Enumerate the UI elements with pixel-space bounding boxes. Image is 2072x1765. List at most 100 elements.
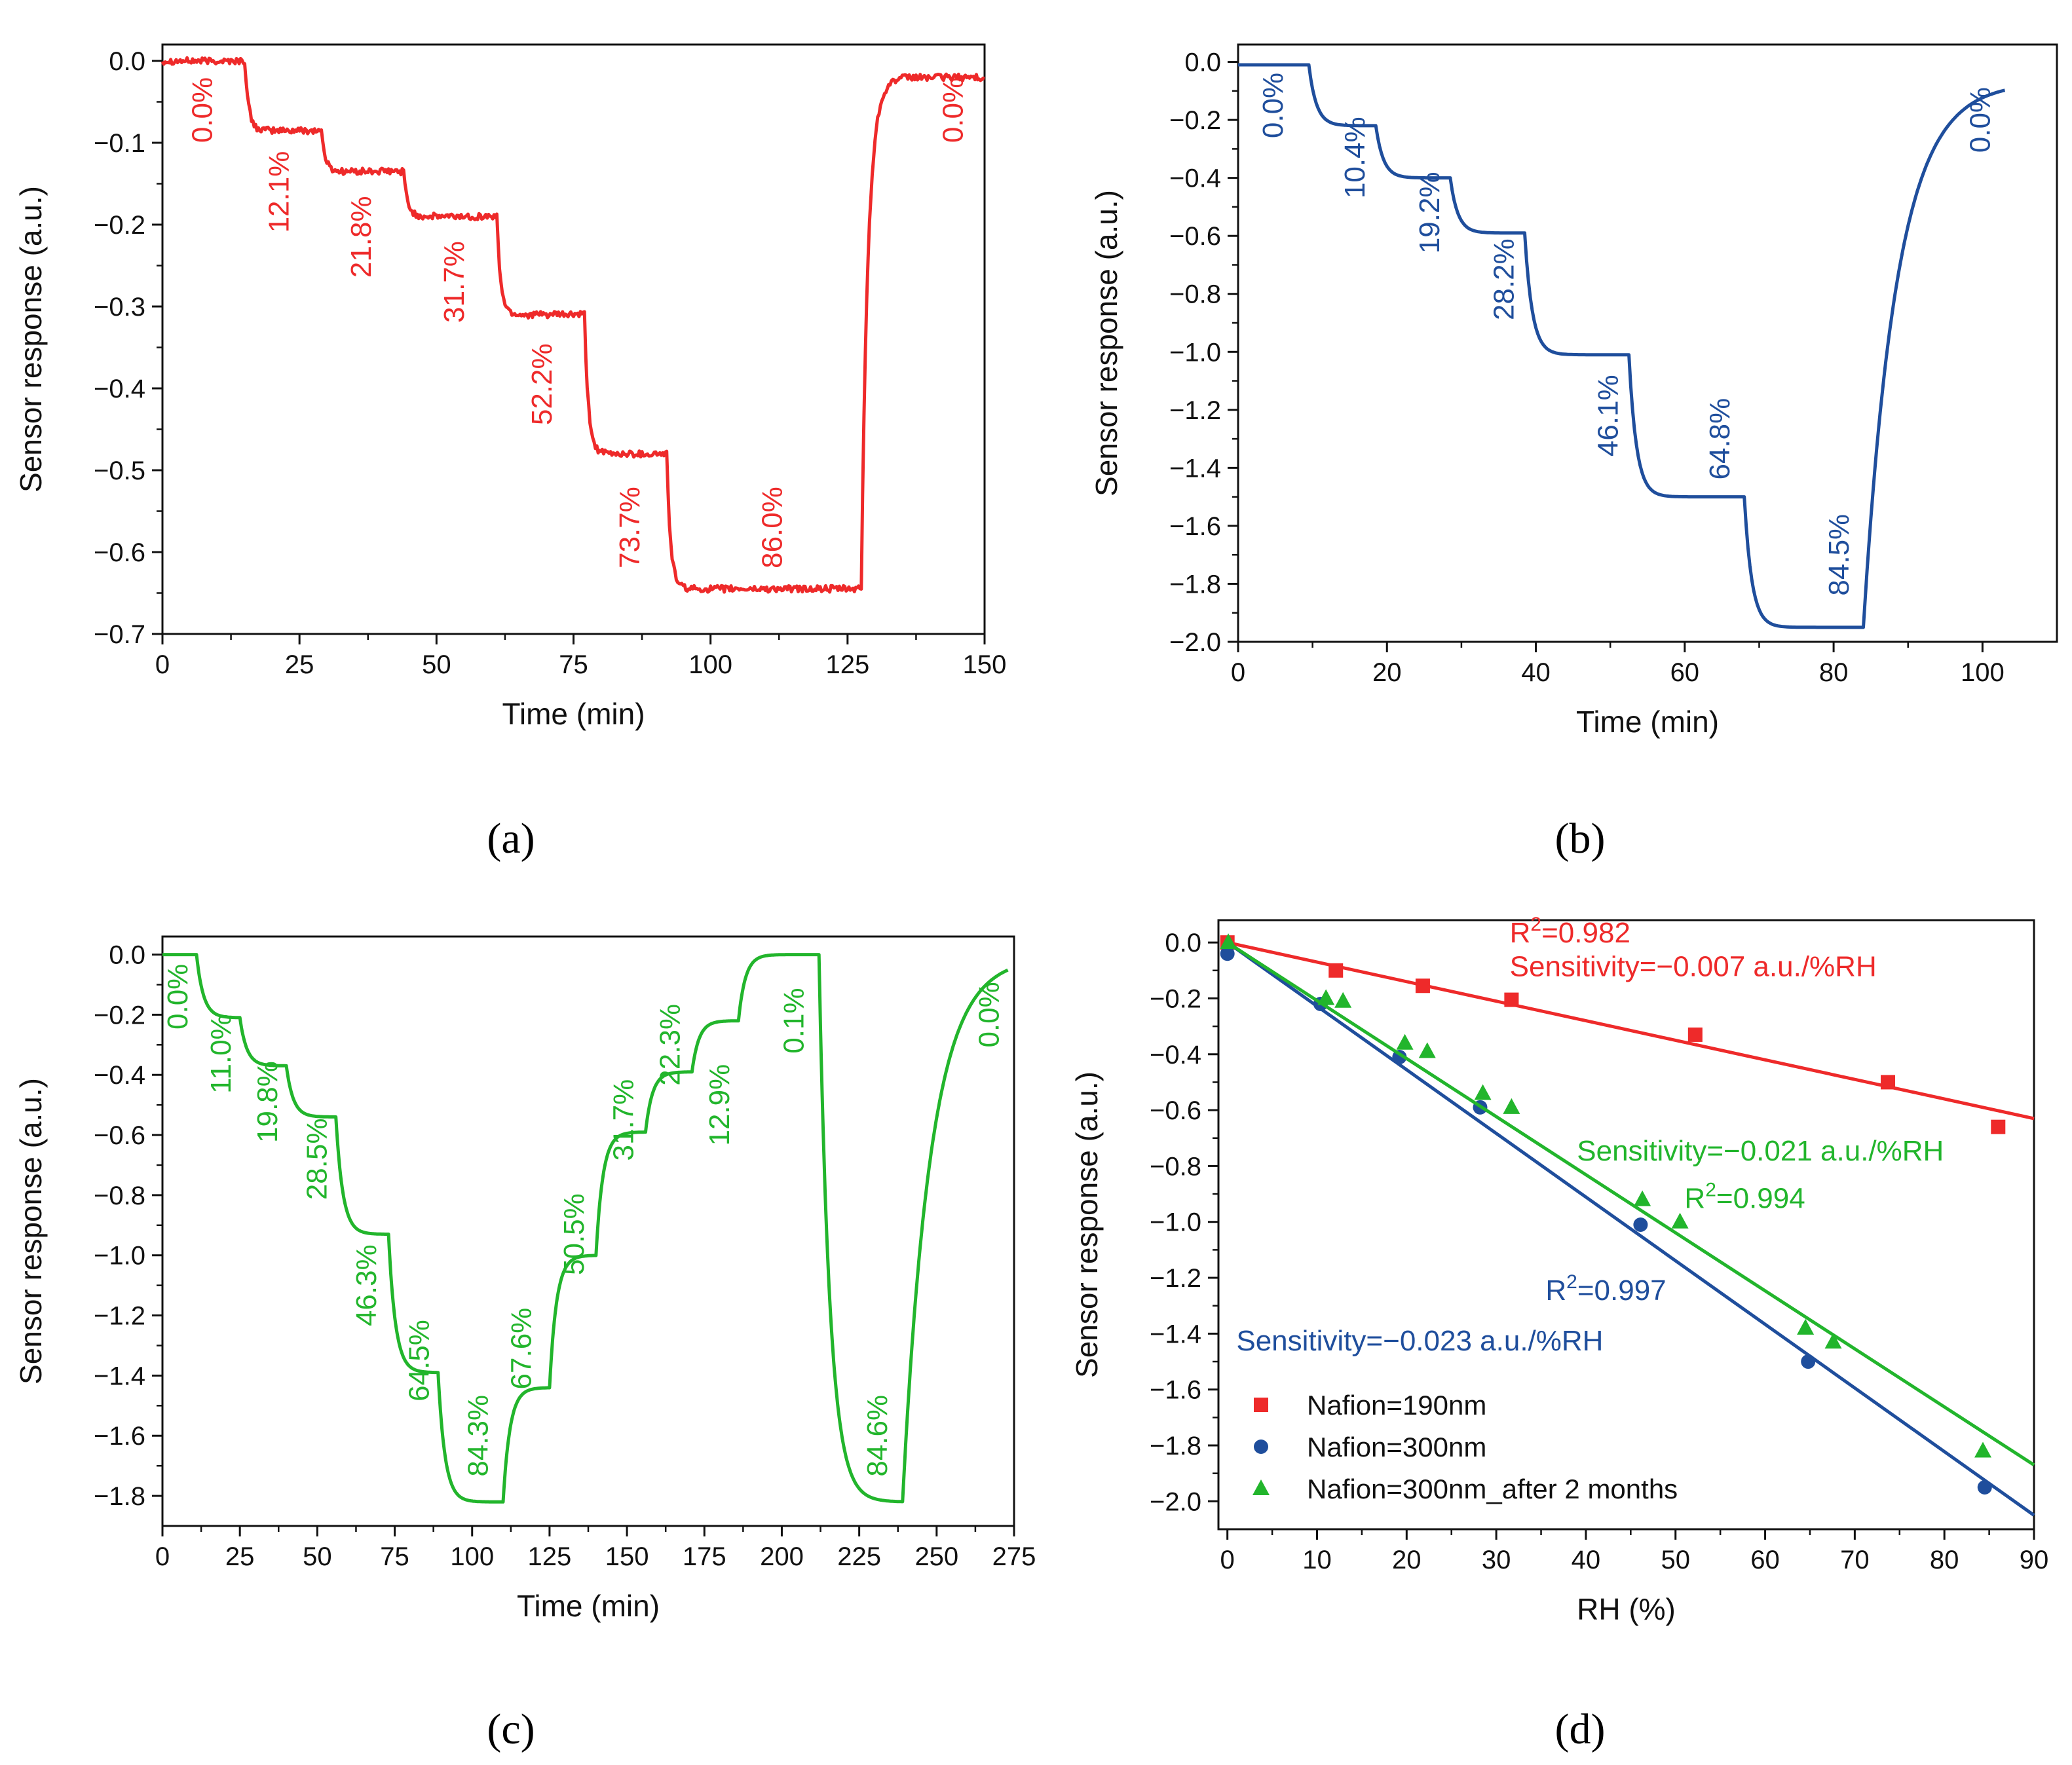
y-tick-label: −2.0 [1150, 1487, 1201, 1516]
y-tick-label: −0.1 [94, 129, 145, 158]
chart-panel-c: 0 25 50 75 100 125 150 175 200 225 250 275 0.0 −0.2 −0… [14, 935, 1036, 1753]
x-tick-label: 100 [1961, 658, 2005, 687]
x-tick-label: 0 [1220, 1546, 1235, 1574]
sensitivity-label: Sensitivity=−0.021 a.u./%RH [1577, 1135, 1944, 1167]
x-axis-title: Time (min) [502, 697, 645, 731]
data-point [1504, 992, 1519, 1007]
y-tick-label: −0.8 [1169, 280, 1221, 309]
legend-entry: Nafion=190nm [1254, 1390, 1486, 1421]
legend-marker [1254, 1440, 1268, 1454]
r-squared-symbol: R [1545, 1274, 1566, 1307]
rh-data-label: 28.5% [301, 1118, 333, 1200]
rh-data-label: 28.2% [1488, 238, 1520, 320]
data-point [1824, 1333, 1842, 1349]
x-tick-label: 40 [1572, 1546, 1601, 1574]
panel-label: (c) [487, 1705, 535, 1753]
data-point [1801, 1354, 1816, 1369]
rh-data-label: 84.6% [861, 1395, 894, 1477]
r-squared-symbol: R [1510, 917, 1531, 949]
sensitivity-label: Sensitivity=−0.023 a.u./%RH [1236, 1325, 1603, 1357]
x-tick-label: 150 [963, 650, 1007, 679]
chart-panel-b: 0 20 40 60 80 100 0.0 −0.2 −0.4 −0.6 −0.8 −1.0 −1.2 −… [1089, 43, 2058, 863]
y-tick-label: 0.0 [1184, 48, 1221, 77]
fit-line [1227, 940, 2035, 1121]
data-point [1317, 989, 1335, 1005]
data-point [1687, 1027, 1703, 1042]
rh-data-label: 19.2% [1414, 172, 1446, 253]
legend-label: Nafion=300nm [1307, 1432, 1486, 1462]
x-tick-label: 90 [2020, 1546, 2049, 1574]
r-squared-exponent: 2 [1705, 1179, 1716, 1200]
y-tick-label: −2.0 [1169, 628, 1221, 657]
data-point [1634, 1190, 1651, 1206]
x-tick-label: 225 [837, 1542, 881, 1571]
x-tick-label: 25 [225, 1542, 255, 1571]
y-tick-label: −1.8 [1150, 1432, 1201, 1460]
x-tick-label: 50 [422, 650, 451, 679]
series-line [160, 56, 985, 594]
rh-data-label: 0.1% [778, 988, 810, 1053]
x-tick-label: 70 [1840, 1546, 1870, 1574]
x-tick-label: 0 [155, 1542, 170, 1571]
plot-frame [1237, 43, 2058, 643]
y-tick-label: −0.6 [1169, 222, 1221, 251]
legend-entry: Nafion=300nm_after 2 months [1253, 1474, 1678, 1504]
rh-data-label: 0.0% [1965, 87, 1997, 153]
panel-label: (d) [1555, 1705, 1606, 1753]
rh-data-label: 84.3% [462, 1395, 494, 1477]
legend-label: Nafion=190nm [1307, 1390, 1486, 1421]
y-tick-label: −1.2 [1169, 396, 1221, 425]
legend-label: Nafion=300nm_after 2 months [1307, 1474, 1678, 1504]
data-point [1328, 963, 1344, 978]
series-line [161, 953, 1009, 1504]
y-tick-label: −1.4 [94, 1362, 145, 1390]
rh-data-label: 86.0% [756, 487, 788, 568]
x-tick-label: 80 [1930, 1546, 1959, 1574]
rh-data-label: 10.4% [1339, 117, 1371, 198]
y-tick-label: −0.3 [94, 293, 145, 322]
data-point [1220, 933, 1237, 950]
y-tick-label: −0.4 [94, 375, 145, 403]
rh-data-label: 73.7% [614, 487, 646, 568]
x-tick-label: 20 [1372, 658, 1402, 687]
data-point [1334, 992, 1352, 1008]
y-tick-label: −1.8 [1169, 570, 1221, 599]
x-tick-label: 0 [155, 650, 170, 679]
data-point [1474, 1084, 1492, 1100]
x-tick-label: 125 [528, 1542, 572, 1571]
rh-data-label: 0.0% [937, 77, 970, 143]
y-tick-label: −1.0 [94, 1242, 145, 1271]
x-tick-label: 250 [914, 1542, 958, 1571]
r-squared-label: R2=0.997 [1545, 1271, 1666, 1307]
r-squared-label: R2=0.994 [1684, 1179, 1805, 1214]
r-squared-exponent: 2 [1530, 914, 1541, 935]
x-axis-title: Time (min) [517, 1589, 660, 1623]
y-axis-title: Sensor response (a.u.) [1070, 1071, 1104, 1378]
x-tick-label: 50 [1661, 1546, 1690, 1574]
y-tick-label: −0.8 [1150, 1152, 1201, 1181]
fit-line [1226, 941, 2035, 1517]
rh-data-label: 50.5% [558, 1193, 590, 1275]
rh-data-label: 46.1% [1592, 375, 1625, 456]
panel-label: (a) [487, 815, 535, 863]
fit-line [1226, 941, 2035, 1466]
x-tick-label: 25 [285, 650, 314, 679]
y-tick-label: −0.2 [94, 211, 145, 240]
x-tick-label: 10 [1302, 1546, 1332, 1574]
x-tick-label: 0 [1231, 658, 1245, 687]
x-tick-label: 275 [992, 1542, 1036, 1571]
x-tick-label: 80 [1819, 658, 1849, 687]
x-tick-label: 20 [1392, 1546, 1422, 1574]
y-tick-label: 0.0 [1165, 929, 1201, 957]
y-tick-label: 0.0 [109, 941, 145, 970]
y-tick-label: −0.8 [94, 1181, 145, 1210]
data-point [1797, 1318, 1815, 1335]
data-point [1974, 1441, 1992, 1458]
rh-data-label: 0.0% [973, 982, 1005, 1047]
rh-data-label: 31.7% [608, 1079, 640, 1161]
chart-panel-a: 0 25 50 75 100 125 150 0.0 −0.1 −0.2 −0.3 −0.4 −0.5 −… [14, 43, 1007, 863]
y-tick-label: −1.0 [1169, 338, 1221, 367]
legend-marker [1253, 1479, 1270, 1495]
x-tick-label: 200 [760, 1542, 804, 1571]
